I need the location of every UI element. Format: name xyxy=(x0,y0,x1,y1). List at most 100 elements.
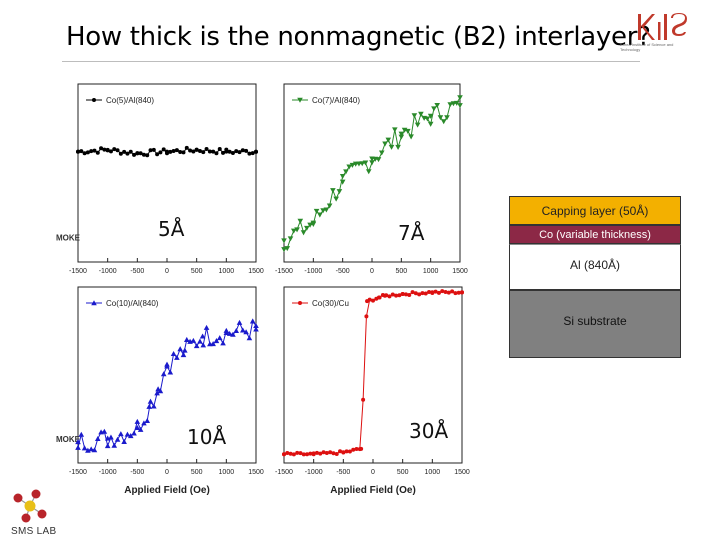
data-point xyxy=(82,151,87,156)
data-point xyxy=(288,451,293,456)
data-point xyxy=(85,447,91,453)
data-point xyxy=(453,100,460,106)
data-point xyxy=(362,160,369,166)
data-point xyxy=(398,131,405,137)
data-point xyxy=(234,149,239,154)
sms-lab-label: SMS LAB xyxy=(11,526,57,537)
data-point xyxy=(147,398,154,404)
data-point xyxy=(118,151,123,156)
data-point xyxy=(201,150,206,155)
data-point xyxy=(154,390,160,396)
data-point xyxy=(331,451,336,456)
data-point xyxy=(75,439,81,445)
x-axis-label: Applied Field (Oe) xyxy=(124,485,210,496)
x-tick-label: 1500 xyxy=(452,268,468,275)
data-point xyxy=(336,189,343,195)
chart-frame xyxy=(77,83,257,263)
data-point xyxy=(85,150,90,155)
data-point xyxy=(354,447,359,452)
legend-label: Co(30)/Cu xyxy=(312,299,349,308)
data-point xyxy=(385,137,392,143)
data-point xyxy=(330,188,336,194)
data-point xyxy=(199,333,206,339)
data-point xyxy=(400,292,405,297)
data-point xyxy=(75,444,81,450)
data-point xyxy=(382,293,387,298)
data-point xyxy=(177,346,183,352)
data-point xyxy=(365,169,372,175)
data-point xyxy=(89,149,94,154)
data-point xyxy=(341,450,346,455)
data-point xyxy=(253,323,259,329)
x-tick-label: 500 xyxy=(191,469,203,476)
data-point xyxy=(457,103,463,109)
data-point xyxy=(247,151,252,156)
data-point xyxy=(282,452,286,457)
data-point xyxy=(161,147,166,152)
x-tick-label: 0 xyxy=(370,268,374,275)
x-tick-label: -500 xyxy=(130,268,144,275)
x-tick-label: -500 xyxy=(336,469,350,476)
x-tick-label: -1500 xyxy=(275,469,293,476)
data-point xyxy=(403,292,408,297)
data-point xyxy=(457,95,463,101)
data-point xyxy=(170,351,177,357)
data-point xyxy=(311,452,316,457)
data-point xyxy=(294,227,300,233)
data-point xyxy=(394,293,399,298)
data-point xyxy=(101,428,108,434)
data-point xyxy=(430,290,435,295)
data-point xyxy=(233,327,240,333)
data-point xyxy=(168,149,173,154)
data-point xyxy=(197,148,202,153)
data-point xyxy=(174,148,179,153)
x-tick-label: -1500 xyxy=(275,268,293,275)
data-point xyxy=(364,314,369,319)
x-tick-label: 1000 xyxy=(425,469,441,476)
data-point xyxy=(440,119,447,125)
data-point xyxy=(124,431,131,437)
layer-aluminum: Al (840Å) xyxy=(509,244,681,290)
data-point xyxy=(301,452,306,457)
data-point xyxy=(92,148,97,153)
data-point xyxy=(320,208,326,214)
data-point xyxy=(310,220,317,226)
data-point xyxy=(121,438,127,444)
data-point xyxy=(167,369,174,375)
x-tick-label: 1500 xyxy=(248,268,264,275)
x-tick-label: -1500 xyxy=(69,268,87,275)
data-point xyxy=(365,299,370,304)
data-point xyxy=(155,152,160,157)
data-point xyxy=(217,146,222,151)
data-point xyxy=(227,149,232,154)
data-point xyxy=(346,164,352,170)
data-point xyxy=(174,354,180,360)
data-point xyxy=(317,212,323,218)
data-point xyxy=(180,352,187,358)
data-point xyxy=(188,148,193,153)
data-point xyxy=(304,225,310,231)
data-point xyxy=(254,149,258,154)
x-tick-label: 500 xyxy=(191,268,203,275)
legend-marker xyxy=(298,301,302,305)
data-point xyxy=(413,291,418,296)
data-point xyxy=(378,150,385,156)
data-point xyxy=(224,149,229,154)
data-point xyxy=(328,450,333,455)
data-point xyxy=(291,452,296,457)
data-point xyxy=(148,148,153,153)
title-divider xyxy=(62,61,640,62)
data-point xyxy=(408,134,414,140)
data-point xyxy=(81,445,88,451)
data-point xyxy=(388,144,395,150)
data-point xyxy=(443,290,448,295)
data-point xyxy=(214,151,219,156)
data-point xyxy=(78,431,85,437)
data-point xyxy=(216,335,223,341)
data-point xyxy=(155,386,161,392)
data-point xyxy=(211,149,216,154)
data-point xyxy=(321,450,326,455)
data-point xyxy=(181,150,186,155)
data-point xyxy=(427,290,432,295)
data-point xyxy=(334,452,339,457)
